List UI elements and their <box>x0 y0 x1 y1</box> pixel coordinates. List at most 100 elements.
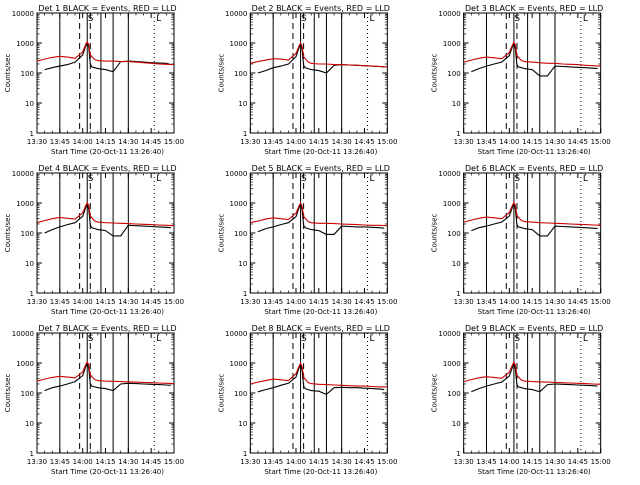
plot-frame <box>36 172 175 294</box>
annotation-label: S <box>88 174 94 184</box>
x-tick-label: 13:45 <box>476 138 496 146</box>
x-tick-label: 14:30 <box>118 458 138 466</box>
y-tick-label: 100 <box>234 230 247 238</box>
x-tick-label: 14:30 <box>332 138 352 146</box>
y-axis-label: Counts/sec <box>431 54 439 93</box>
annotation-label: S <box>88 334 94 344</box>
x-tick-label: 13:45 <box>263 138 283 146</box>
plot-frame <box>249 12 388 134</box>
x-tick-label: 13:30 <box>454 458 474 466</box>
panel-title: Det 8 BLACK = Events, RED = LLD <box>252 324 390 333</box>
plot-frame <box>463 172 602 294</box>
y-tick-label: 10000 <box>438 10 460 18</box>
x-tick-label: 14:45 <box>568 298 588 306</box>
panel-title: Det 6 BLACK = Events, RED = LLD <box>465 164 603 173</box>
series-line-events <box>44 41 172 73</box>
y-axis-label: Counts/sec <box>217 214 225 253</box>
x-tick-label: 14:45 <box>141 458 161 466</box>
x-tick-label: 14:00 <box>286 298 306 306</box>
annotation-label: L <box>370 334 375 344</box>
panel-title: Det 7 BLACK = Events, RED = LLD <box>38 324 176 333</box>
y-tick-label: 1000 <box>443 40 461 48</box>
y-tick-label: 100 <box>234 70 247 78</box>
annotation-label: S <box>301 334 307 344</box>
x-tick-label: 13:45 <box>476 298 496 306</box>
series-line-lld <box>250 362 388 388</box>
x-tick-label: 13:45 <box>263 458 283 466</box>
plot-frame <box>249 332 388 454</box>
y-tick-label: 100 <box>447 70 460 78</box>
panel-det-4: Det 4 BLACK = Events, RED = LLD 1 10 100 100… <box>4 164 184 316</box>
y-tick-label: 1 <box>30 290 34 298</box>
x-tick-label: 14:30 <box>545 298 565 306</box>
series-line-lld <box>36 201 175 227</box>
y-tick-label: 10000 <box>225 10 247 18</box>
x-tick-label: 13:45 <box>263 298 283 306</box>
x-tick-label: 14:15 <box>95 138 115 146</box>
series-line-lld <box>36 40 175 66</box>
y-tick-label: 1000 <box>230 360 248 368</box>
x-tick-label: 15:00 <box>377 298 397 306</box>
x-tick-label: 14:15 <box>522 458 542 466</box>
x-tick-label: 14:15 <box>309 138 329 146</box>
y-tick-label: 1 <box>243 130 247 138</box>
y-tick-label: 1 <box>243 290 247 298</box>
series-line-events <box>471 42 598 77</box>
annotation-label: L <box>156 14 161 24</box>
y-axis-label: Counts/sec <box>4 214 12 253</box>
y-axis-label: Counts/sec <box>431 374 439 413</box>
x-tick-label: 13:45 <box>50 138 70 146</box>
panel-det-3: Det 3 BLACK = Events, RED = LLD 1 10 100 100… <box>431 4 611 156</box>
plot-frame <box>463 12 602 134</box>
panel-title: Det 4 BLACK = Events, RED = LLD <box>38 164 176 173</box>
x-tick-label: 14:45 <box>568 458 588 466</box>
panel-det-5: Det 5 BLACK = Events, RED = LLD 1 10 100 100… <box>217 164 397 316</box>
y-tick-label: 10 <box>452 420 461 428</box>
x-tick-label: 14:45 <box>354 298 374 306</box>
annotation-label: S <box>301 174 307 184</box>
panel-det-7: Det 7 BLACK = Events, RED = LLD 1 10 100 100… <box>4 324 184 476</box>
x-tick-label: 14:15 <box>522 138 542 146</box>
series-line-events <box>44 202 172 237</box>
x-tick-label: 14:15 <box>95 458 115 466</box>
x-tick-label: 15:00 <box>164 458 184 466</box>
x-tick-label: 14:15 <box>95 298 115 306</box>
annotation-label: S <box>514 334 520 344</box>
x-tick-label: 13:30 <box>454 298 474 306</box>
y-tick-label: 1000 <box>443 360 461 368</box>
x-tick-label: 15:00 <box>377 458 397 466</box>
x-tick-label: 14:30 <box>118 138 138 146</box>
y-tick-label: 1 <box>243 450 247 458</box>
annotation-label: S <box>301 14 307 24</box>
panel-det-6: Det 6 BLACK = Events, RED = LLD 1 10 100 100… <box>431 164 611 316</box>
x-tick-label: 14:00 <box>286 458 306 466</box>
series-line-lld <box>250 201 388 227</box>
y-axis-label: Counts/sec <box>4 54 12 93</box>
annotation-label: L <box>370 174 375 184</box>
annotation-label: L <box>156 334 161 344</box>
plot-frame <box>36 332 175 454</box>
annotation-label: L <box>156 174 161 184</box>
x-tick-label: 13:30 <box>27 138 47 146</box>
y-tick-label: 10 <box>452 100 461 108</box>
panel-det-1: Det 1 BLACK = Events, RED = LLD 1 10 100 100… <box>4 4 184 156</box>
plot-frame <box>36 12 175 134</box>
y-tick-label: 1000 <box>16 360 34 368</box>
series-line-events <box>471 202 598 237</box>
x-axis-label: Start Time (20-Oct-11 13:26:40) <box>264 148 377 156</box>
x-tick-label: 13:45 <box>50 458 70 466</box>
annotation-label: L <box>583 174 588 184</box>
series-line-events <box>44 362 172 392</box>
y-tick-label: 10 <box>238 420 247 428</box>
series-line-lld <box>463 361 601 385</box>
x-axis-label: Start Time (20-Oct-11 13:26:40) <box>478 468 591 476</box>
annotation-label: S <box>514 174 520 184</box>
x-tick-label: 14:30 <box>332 298 352 306</box>
y-tick-label: 10 <box>238 260 247 268</box>
x-tick-label: 13:30 <box>240 298 260 306</box>
x-axis-label: Start Time (20-Oct-11 13:26:40) <box>478 308 591 316</box>
x-tick-label: 13:30 <box>27 298 47 306</box>
x-tick-label: 14:00 <box>286 138 306 146</box>
plot-frame <box>249 172 388 294</box>
series-line-lld <box>36 360 175 385</box>
